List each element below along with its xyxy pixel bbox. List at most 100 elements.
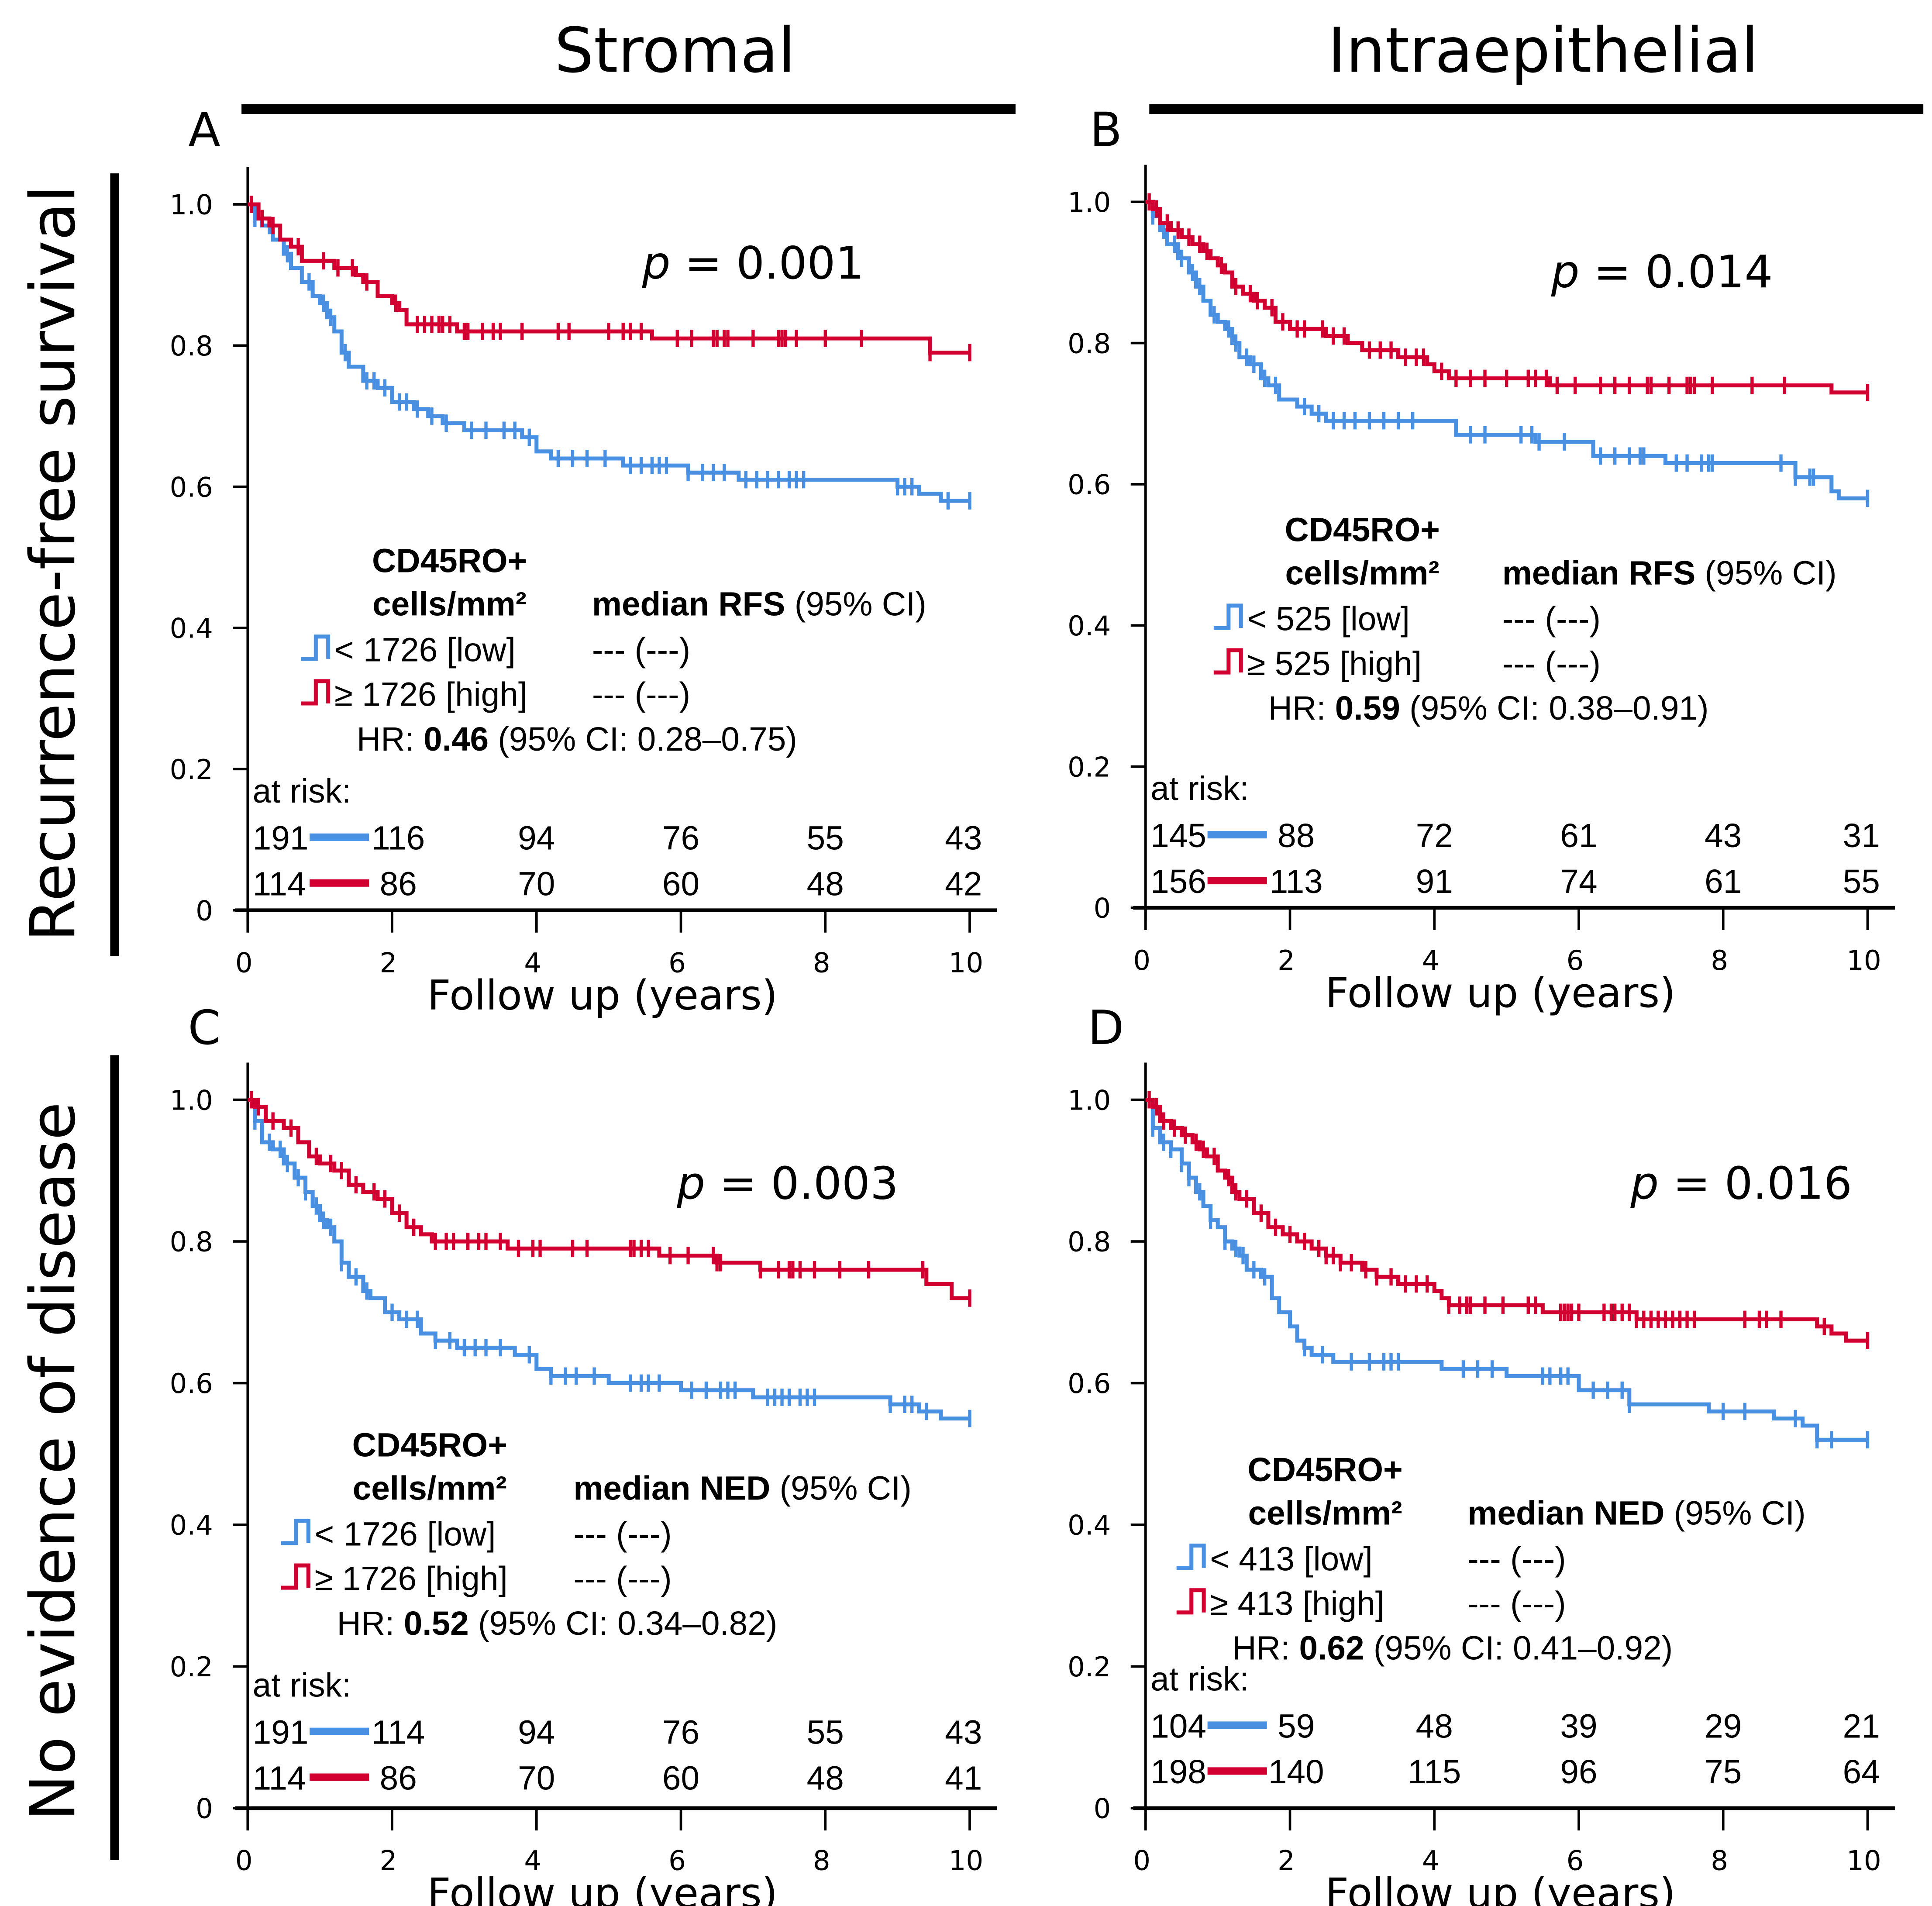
- x-tick-label: 8: [813, 1845, 830, 1877]
- at-risk-count-high: 114: [253, 1760, 306, 1797]
- x-tick-label: 6: [668, 1845, 686, 1877]
- km-curve-low: [248, 1098, 970, 1421]
- hr-label: HR:: [357, 721, 424, 758]
- hazard-ratio: HR: 0.62 (95% CI: 0.41–0.92): [1232, 1630, 1673, 1667]
- legend-step-icon-low: [1213, 603, 1243, 630]
- legend-median-low: --- (---): [1467, 1541, 1566, 1578]
- y-tick-label: 0.6: [1068, 469, 1111, 501]
- y-tick-label: 1.0: [1068, 186, 1111, 218]
- x-tick-label: 0: [235, 1845, 253, 1877]
- row-title-rfs: Recurrence-free survival: [17, 186, 89, 942]
- median-label: median RFS: [592, 586, 785, 623]
- y-tick-label: 0: [196, 895, 213, 927]
- x-tick-label: 8: [813, 947, 830, 979]
- y-tick-label: 1.0: [1068, 1084, 1111, 1116]
- at-risk-count-high: 198: [1150, 1754, 1206, 1791]
- at-risk-count-low: 145: [1150, 817, 1206, 855]
- legend-step-icon-low: [1176, 1544, 1206, 1570]
- median-ci-label: (95% CI): [1664, 1495, 1805, 1532]
- legend-header-units: cells/mm²: [353, 1470, 507, 1507]
- x-tick-label: 10: [1846, 1845, 1881, 1877]
- at-risk-count-high: 113: [1270, 863, 1323, 900]
- at-risk-count-low: 21: [1843, 1708, 1880, 1745]
- y-tick-label: 0.2: [1068, 751, 1111, 783]
- x-tick-label: 4: [1422, 1845, 1440, 1877]
- at-risk-count-low: 116: [372, 820, 425, 857]
- legend-label-low: < 1726 [low]: [314, 1516, 496, 1553]
- y-tick-label: 0: [1094, 893, 1111, 924]
- median-label: median NED: [1467, 1495, 1664, 1532]
- p-number: = 0.014: [1580, 246, 1773, 298]
- legend-header-units: cells/mm²: [1285, 555, 1440, 592]
- km-curve-high: [248, 202, 970, 355]
- p-symbol: p: [676, 1158, 705, 1210]
- x-axis-title: Follow up (years): [427, 972, 778, 1020]
- y-tick-label: 0.4: [170, 613, 213, 645]
- legend-header-median: median RFS (95% CI): [592, 586, 926, 623]
- at-risk-count-high: 55: [1843, 863, 1880, 900]
- x-tick-label: 10: [949, 947, 983, 979]
- at-risk-count-low: 43: [945, 820, 982, 857]
- at-risk-count-low: 94: [518, 820, 555, 857]
- median-ci-label: (95% CI): [770, 1470, 911, 1507]
- at-risk-count-high: 61: [1705, 863, 1742, 900]
- legend-median-low: --- (---): [592, 632, 690, 669]
- legend-header-marker: CD45RO+: [1285, 511, 1440, 548]
- x-tick-label: 2: [380, 947, 397, 979]
- median-label: median RFS: [1502, 555, 1696, 592]
- legend-median-high: --- (---): [1502, 645, 1601, 682]
- row-bar-ned: [110, 1055, 119, 1861]
- p-value: p = 0.016: [1630, 1158, 1852, 1210]
- y-tick-label: 0.6: [170, 471, 213, 503]
- y-tick-label: 0.6: [170, 1368, 213, 1399]
- legend-label-high: ≥ 1726 [high]: [314, 1561, 507, 1598]
- legend-step-icon-high: [1176, 1588, 1206, 1615]
- hr-ci: (95% CI: 0.38–0.91): [1400, 690, 1709, 727]
- x-tick-label: 8: [1711, 1845, 1728, 1877]
- x-axis-title: Follow up (years): [1325, 969, 1675, 1017]
- x-tick-label: 4: [1422, 944, 1440, 976]
- at-risk-count-low: 43: [945, 1714, 982, 1751]
- at-risk-count-low: 104: [1150, 1708, 1206, 1745]
- x-tick-label: 2: [1278, 944, 1295, 976]
- y-tick-label: 0.4: [1068, 1510, 1111, 1541]
- median-ci-label: (95% CI): [1695, 555, 1836, 592]
- at-risk-table: at risk: 191 114 94 76 55 43 114 86 70 60 48 41: [253, 1667, 982, 1797]
- p-value: p = 0.003: [676, 1158, 899, 1210]
- legend-median-high: --- (---): [1467, 1585, 1566, 1622]
- km-curve-low: [1145, 200, 1868, 500]
- hazard-ratio: HR: 0.52 (95% CI: 0.34–0.82): [337, 1605, 778, 1642]
- at-risk-count-high: 140: [1268, 1754, 1324, 1791]
- at-risk-count-low: 31: [1843, 817, 1880, 855]
- legend-label-high: ≥ 413 [high]: [1210, 1585, 1384, 1622]
- hr-label: HR:: [1268, 690, 1335, 727]
- legend-label-low: < 525 [low]: [1247, 601, 1410, 638]
- at-risk-label: at risk:: [253, 1667, 351, 1704]
- x-tick-label: 8: [1711, 944, 1728, 976]
- panel-a: A 0 0.2 0.4 0.6 0.8 1.0 0 2 4 6 8 10 Follow up (years…: [170, 103, 997, 1020]
- at-risk-count-high: 114: [253, 866, 306, 903]
- legend-step-icon-high: [281, 1563, 310, 1590]
- p-number: = 0.016: [1659, 1158, 1852, 1210]
- at-risk-count-high: 86: [380, 1760, 417, 1797]
- panels: A 0 0.2 0.4 0.6 0.8 1.0 0 2 4 6 8 10 Follow up (years…: [170, 103, 1895, 1906]
- x-tick-label: 0: [1133, 944, 1150, 976]
- at-risk-count-high: 115: [1408, 1754, 1461, 1791]
- hazard-ratio: HR: 0.46 (95% CI: 0.28–0.75): [357, 721, 797, 758]
- column-bar-stromal: [241, 104, 1016, 114]
- row-title-ned: No evidence of disease: [17, 1102, 89, 1821]
- at-risk-label: at risk:: [1150, 770, 1249, 807]
- panel-letter: A: [188, 103, 220, 158]
- at-risk-count-low: 59: [1278, 1708, 1315, 1745]
- at-risk-count-low: 191: [253, 1714, 309, 1751]
- at-risk-count-high: 70: [518, 866, 555, 903]
- legend-label-high: ≥ 1726 [high]: [334, 676, 527, 713]
- legend: CD45RO+ cells/mm² median NED (95% CI) < 413…: [1176, 1451, 1806, 1667]
- at-risk-count-low: 43: [1705, 817, 1742, 855]
- legend: CD45RO+ cells/mm² median RFS (95% CI) < 525…: [1213, 511, 1837, 727]
- at-risk-count-low: 72: [1416, 817, 1453, 855]
- legend-header-marker: CD45RO+: [352, 1427, 507, 1464]
- legend-header-units: cells/mm²: [372, 586, 527, 623]
- at-risk-table: at risk: 191 116 94 76 55 43 114 86 70 60 48 42: [253, 773, 982, 903]
- legend-header-units: cells/mm²: [1248, 1495, 1402, 1532]
